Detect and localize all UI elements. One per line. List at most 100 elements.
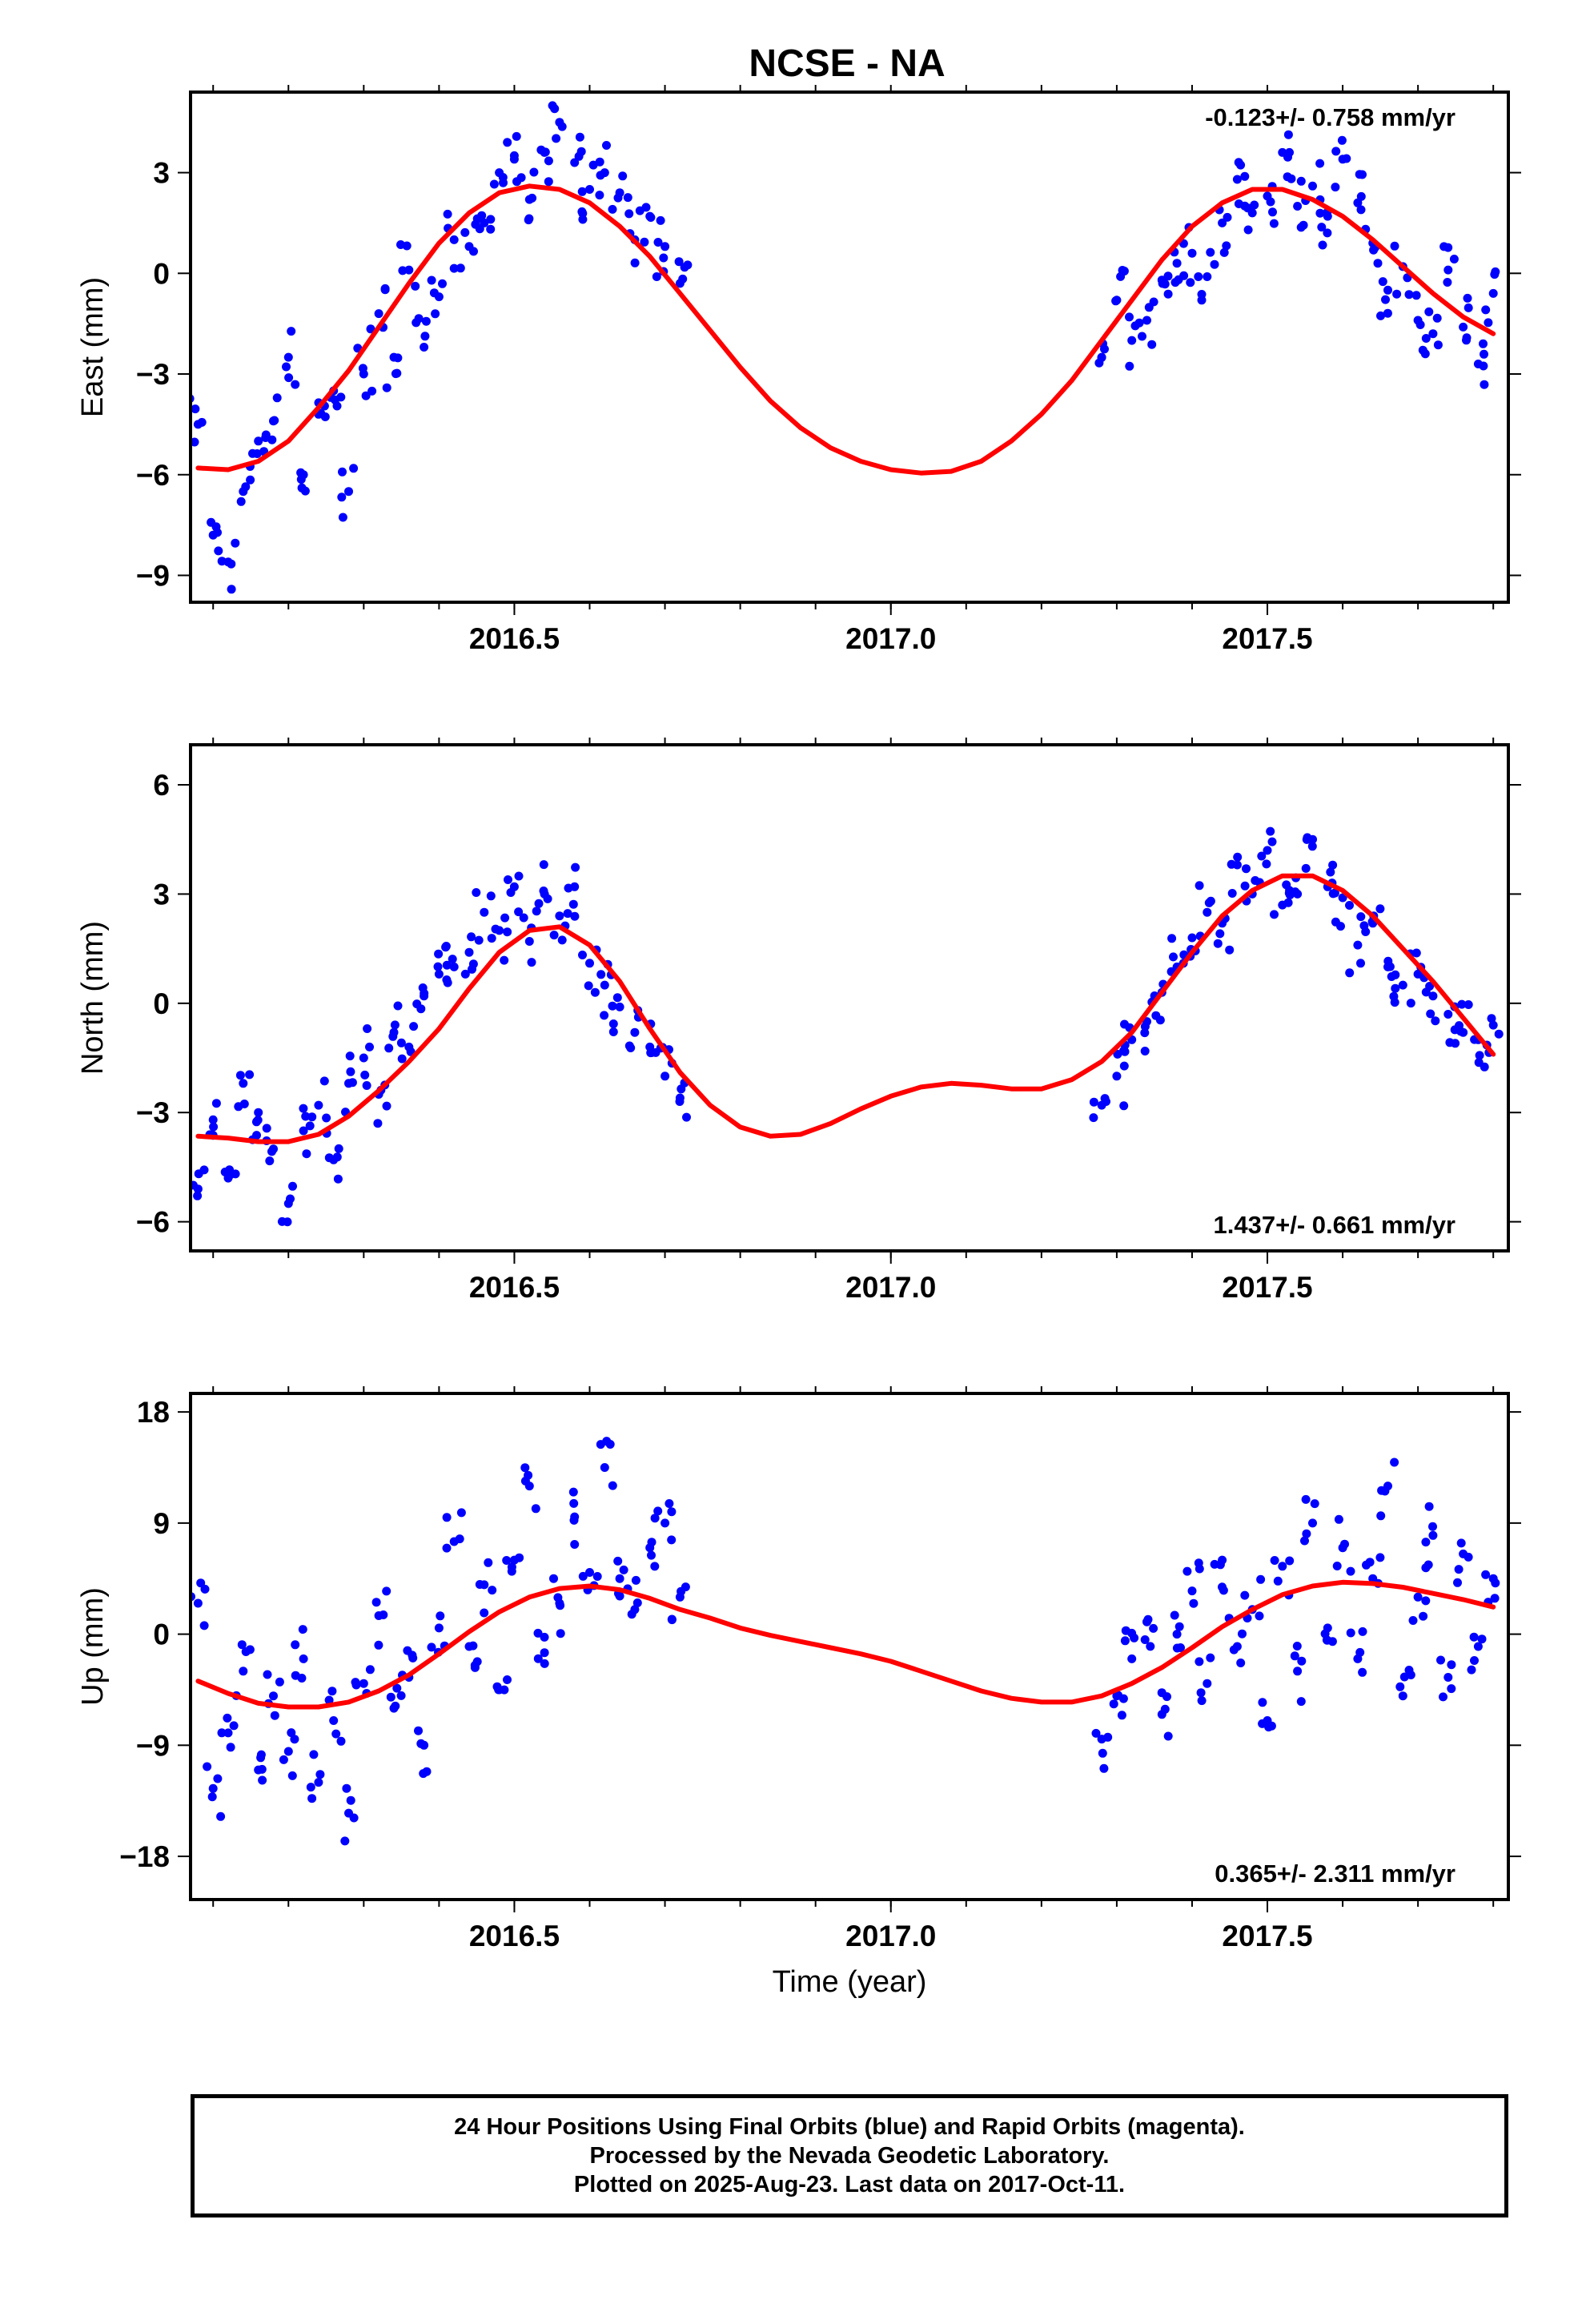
data-point [396,1691,406,1700]
data-point [552,134,561,143]
data-point [449,235,459,244]
data-point [1428,1522,1437,1531]
data-point [382,383,391,392]
data-point [309,1750,319,1759]
data-point [1240,171,1250,181]
data-point [207,517,216,527]
data-point [296,468,306,477]
data-point [443,209,452,219]
data-point [661,1072,670,1081]
data-point [1378,277,1387,287]
data-point [1415,320,1425,329]
data-point [1421,987,1431,997]
data-point [1475,1051,1484,1060]
data-point [1449,255,1459,263]
data-point [1355,1647,1365,1657]
data-point [1331,147,1341,156]
data-point [520,1463,530,1473]
data-point [1144,303,1154,312]
data-point [252,449,262,458]
data-point [256,1753,266,1763]
data-point [568,1487,578,1497]
data-point [269,1691,278,1701]
data-point [1385,962,1395,971]
data-point [532,907,541,916]
data-point [557,122,567,131]
data-point [1243,225,1253,235]
data-point [438,279,447,288]
data-point [1163,271,1173,281]
data-point [1315,208,1325,218]
x-tick-label: 2017.5 [1222,622,1312,655]
data-point [1439,1692,1447,1702]
data-point [1278,1562,1287,1571]
data-point [392,368,402,378]
data-point [1399,1672,1409,1682]
data-point [650,1562,660,1571]
data-point [291,1640,300,1650]
data-point [1206,1653,1215,1663]
data-point [291,380,300,389]
data-point [502,1556,512,1565]
data-point [503,138,512,147]
data-point [1293,1667,1303,1676]
data-point [366,324,375,334]
data-point [300,486,310,496]
data-point [1172,259,1182,268]
data-point [1356,959,1365,968]
data-point [359,1053,368,1063]
data-point [1436,1655,1445,1665]
data-point [346,1067,355,1076]
data-point [1203,907,1212,917]
data-point [498,173,508,182]
data-point [1127,1654,1137,1663]
data-point [197,417,207,427]
data-point [1467,1665,1476,1675]
data-point [414,1726,423,1735]
data-point [403,1646,412,1655]
data-point [1423,1560,1433,1570]
data-point [1302,1529,1311,1538]
data-point [460,227,470,237]
data-point [608,1001,617,1011]
data-point [283,1747,293,1756]
data-point [1334,1514,1343,1524]
data-point [1369,245,1379,255]
data-point [1303,833,1312,842]
data-point [1197,296,1207,305]
data-point [1102,1097,1110,1106]
data-point [653,238,663,247]
data-point [469,247,478,256]
data-point [605,1440,615,1449]
data-point [1331,917,1340,927]
data-point [1428,1530,1438,1540]
data-point [1345,968,1355,978]
data-point [254,436,263,446]
y-tick-label: −9 [136,1729,170,1762]
data-point [1196,1688,1206,1698]
data-point [1445,1038,1455,1047]
data-point [436,1611,445,1621]
data-point [1477,1634,1487,1644]
x-tick-label: 2016.5 [469,1271,560,1304]
data-point [431,309,440,319]
data-point [524,1470,533,1480]
data-point [618,171,628,181]
data-point [1390,241,1399,251]
data-point [524,215,533,225]
data-point [1340,1539,1349,1549]
data-point [578,951,587,959]
data-point [1268,207,1277,217]
data-point [429,288,439,298]
data-point [448,955,457,964]
data-point [1315,159,1325,168]
data-point [503,1675,512,1684]
data-point [1147,340,1157,349]
data-point [306,1783,315,1792]
model-fit-line [195,873,1496,1144]
data-point [548,101,557,111]
data-point [433,962,443,971]
data-point [1464,1552,1473,1562]
data-point [1283,152,1292,162]
data-point [1421,1538,1431,1547]
